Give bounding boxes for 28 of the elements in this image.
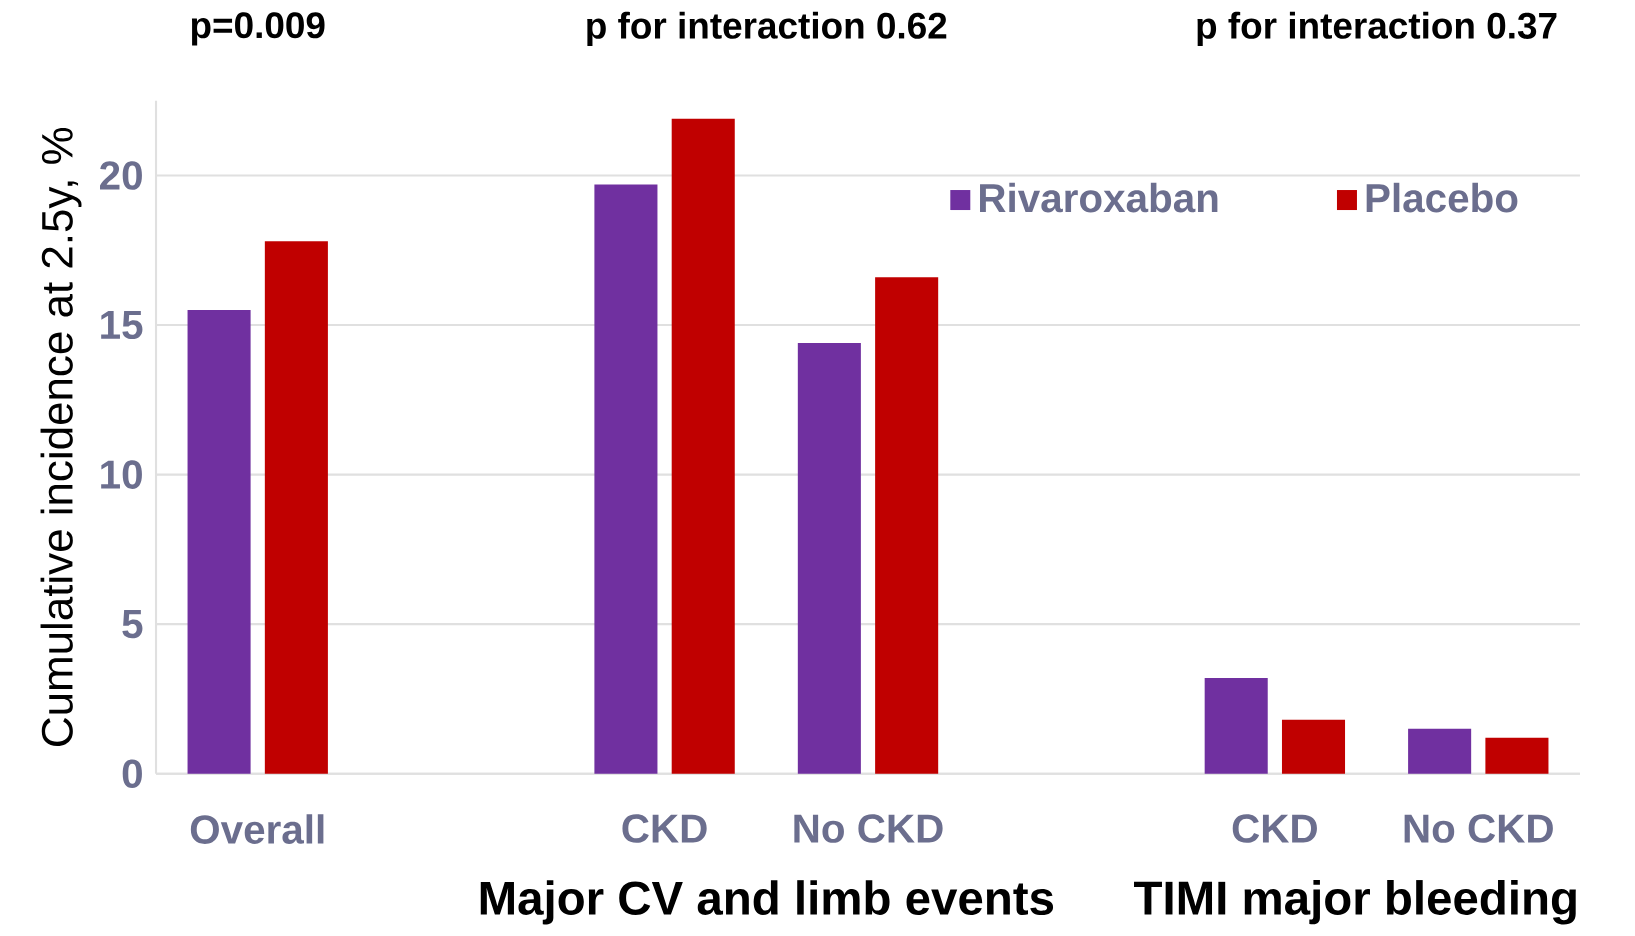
y-tick-label: 0 (122, 759, 142, 788)
text: Major CV and limb events (480, 880, 1054, 925)
bar (797, 342, 861, 774)
y-tick-label: 5 (122, 609, 143, 639)
text: p for interaction 0.37 (1197, 11, 1557, 46)
bar (875, 277, 939, 774)
y-tick-label: 20 (100, 161, 142, 190)
bar (264, 241, 328, 774)
x-tick-label: Overall (190, 814, 324, 844)
bar (1485, 737, 1549, 774)
text: p=0.009 (191, 12, 325, 46)
bar (187, 309, 251, 774)
y-axis-title: Cumulative incidence at 2.5y, % (40, 127, 82, 746)
text: TIMI major bleeding (1134, 879, 1576, 925)
legend-label: Placebo (1366, 182, 1518, 213)
x-tick-label: CKD (622, 814, 707, 843)
bar (594, 184, 658, 774)
bar (1281, 719, 1346, 774)
y-tick-label: 10 (101, 460, 142, 489)
bar (1204, 677, 1268, 774)
x-tick-label: No CKD (1404, 814, 1553, 843)
y-tick-label: 15 (101, 310, 143, 340)
x-tick-label: CKD (1232, 814, 1317, 843)
legend-label: Rivaroxaban (980, 182, 1218, 213)
bar (671, 118, 735, 774)
x-tick-label: No CKD (794, 814, 943, 843)
bar (1408, 728, 1472, 774)
text: p for interaction 0.62 (587, 11, 947, 46)
